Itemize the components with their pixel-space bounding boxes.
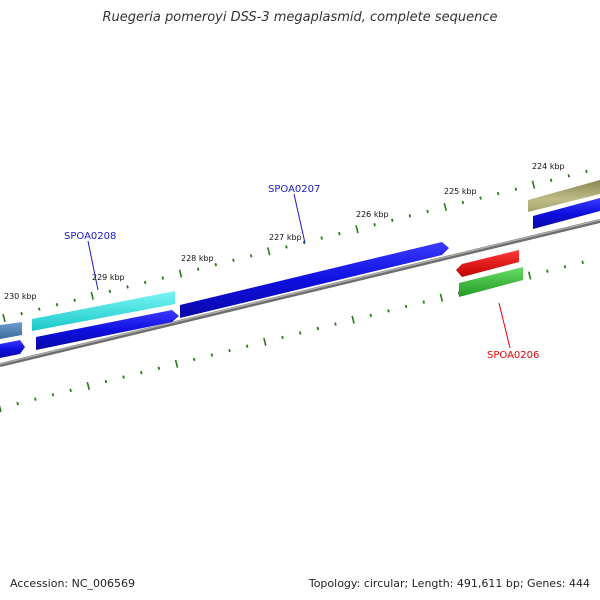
scale-tick: [174, 359, 179, 368]
scale-tick: [232, 258, 235, 262]
scale-tick: [496, 191, 500, 196]
scale-tick: [338, 231, 341, 236]
scale-tick: [51, 393, 55, 397]
scale-tick: [108, 289, 112, 294]
scale-tick: [527, 271, 532, 280]
gene-label-spoa0206[interactable]: SPOA0206: [487, 302, 539, 361]
scale-tick: [157, 366, 161, 370]
scale-tick: [404, 304, 408, 309]
scale-tick: [549, 178, 553, 182]
cds-green[interactable]: [459, 267, 523, 297]
scale-tick: [422, 300, 425, 304]
scale-tick: [334, 322, 337, 326]
scale-tick: [563, 265, 567, 269]
scale-tick: [55, 302, 59, 307]
scale-tick: [161, 276, 165, 280]
scale-tick: [439, 293, 444, 302]
scale-tick: [298, 331, 302, 335]
scale-tick: [581, 260, 584, 265]
cds-blue-3[interactable]: [533, 198, 600, 229]
scale-tick: [69, 388, 72, 393]
scale-tick: [90, 291, 95, 300]
gene-label-spoa0207[interactable]: SPOA0207: [268, 184, 320, 244]
scale-tick: [567, 174, 571, 178]
cds-blue-2[interactable]: [36, 310, 179, 350]
scale-tick: [214, 263, 218, 267]
gene-label-spoa0208[interactable]: SPOA0208: [64, 231, 116, 291]
scale-tick: [210, 353, 214, 357]
scale-tick: [0, 404, 2, 413]
scale-tick: [196, 267, 200, 271]
cds-blue-spoa0207[interactable]: [180, 242, 449, 318]
scale-tick: [263, 337, 267, 346]
scale-tick: [73, 298, 76, 302]
scale-label-226: 226 kbp: [356, 210, 389, 219]
scale-tick: [373, 223, 376, 227]
scale-label-229: 229 kbp: [92, 273, 125, 282]
scale-ticks-upper: [2, 169, 588, 323]
scale-tick: [2, 313, 6, 323]
scale-tick: [546, 269, 549, 273]
scale-ticks-lower: [0, 260, 584, 413]
scale-labels: 224 kbp 225 kbp 226 kbp 227 kbp 228 kbp …: [4, 162, 565, 301]
scale-tick: [140, 371, 143, 375]
accession-text: Accession: NC_006569: [10, 577, 136, 590]
scale-tick: [443, 202, 447, 212]
gene-olive-feature[interactable]: [528, 180, 600, 212]
scale-tick: [126, 285, 129, 289]
scale-tick: [245, 344, 249, 348]
scale-tick: [320, 236, 323, 240]
gene-label-spoa0207-text[interactable]: SPOA0207: [268, 184, 320, 195]
gene-label-spoa0208-text[interactable]: SPOA0208: [64, 231, 116, 242]
scale-label-225: 225 kbp: [444, 187, 477, 196]
scale-tick: [585, 169, 588, 174]
gene-red-feature[interactable]: [456, 250, 519, 277]
scale-label-230: 230 kbp: [4, 292, 37, 301]
gene-label-spoa0206-text[interactable]: SPOA0206: [487, 350, 539, 361]
scale-tick: [351, 315, 355, 324]
scale-tick: [426, 209, 429, 214]
cds-blue-1[interactable]: [0, 340, 25, 358]
scale-label-228: 228 kbp: [181, 254, 214, 263]
scale-tick: [38, 307, 41, 311]
scale-tick: [86, 381, 91, 391]
scale-tick: [387, 309, 390, 313]
scale-tick: [122, 375, 125, 379]
scale-tick: [514, 187, 518, 191]
scale-tick: [178, 269, 183, 278]
scale-tick: [316, 326, 320, 331]
gene-steel-feature[interactable]: [0, 322, 22, 339]
scale-tick: [302, 240, 306, 245]
scale-label-227: 227 kbp: [269, 233, 302, 242]
scale-tick: [20, 311, 23, 316]
scale-tick: [104, 379, 108, 384]
scale-tick: [391, 218, 394, 222]
scale-tick: [479, 196, 482, 200]
scale-label-224: 224 kbp: [532, 162, 565, 171]
map-title: Ruegeria pomeroyi DSS-3 megaplasmid, com…: [102, 10, 498, 25]
scale-tick: [228, 348, 231, 353]
scale-tick: [34, 397, 37, 401]
scale-tick: [266, 247, 271, 256]
scale-tick: [143, 280, 147, 285]
backbone: [0, 219, 600, 367]
scale-tick: [16, 401, 19, 406]
scale-tick: [285, 245, 288, 249]
scale-tick: [408, 214, 412, 218]
scale-tick: [281, 335, 284, 340]
gene-spoa0208-feature[interactable]: [32, 291, 175, 331]
scale-tick: [355, 225, 359, 234]
scale-tick: [249, 254, 253, 258]
scale-tick: [461, 200, 465, 205]
topology-text: Topology: circular; Length: 491,611 bp; …: [308, 577, 590, 590]
scale-tick: [369, 313, 373, 317]
scale-tick: [531, 180, 536, 189]
scale-tick: [192, 357, 196, 362]
